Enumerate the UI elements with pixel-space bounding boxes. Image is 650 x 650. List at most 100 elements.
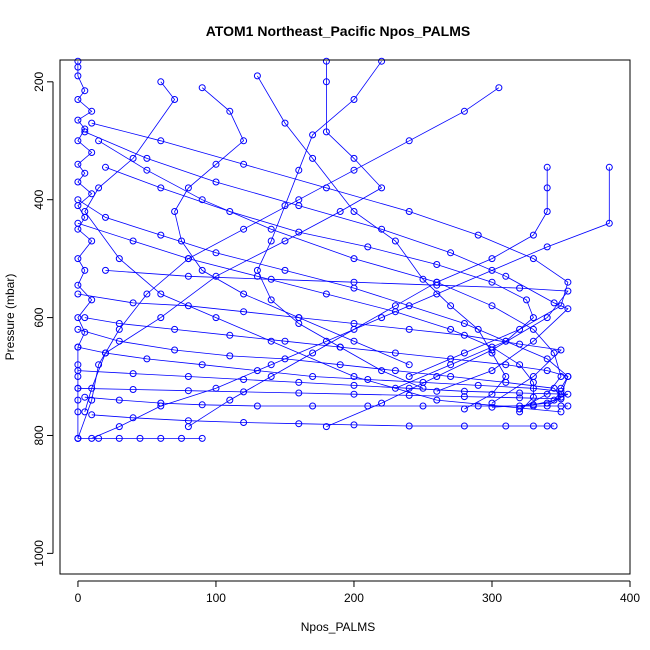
series-line [256, 60, 424, 389]
data-point [95, 361, 103, 369]
data-point [226, 107, 234, 115]
y-axis: 200 400 600 800 1000 [32, 71, 54, 567]
data-point [378, 57, 386, 65]
data-point [543, 314, 551, 322]
data-point [157, 231, 165, 239]
data-point [460, 331, 468, 339]
data-point [488, 367, 496, 375]
chart-title: ATOM1 Northeast_Pacific Npos_PALMS [206, 23, 471, 39]
data-point [88, 296, 96, 304]
data-point [405, 373, 413, 380]
data-point [102, 213, 109, 221]
data-point [240, 376, 248, 383]
data-point [419, 275, 427, 283]
data-point [198, 84, 206, 92]
data-point [74, 314, 82, 322]
data-point [102, 163, 109, 171]
data-point [419, 384, 427, 392]
x-axis-label: Npos_PALMS [301, 620, 375, 634]
data-point [447, 302, 455, 310]
data-point [74, 396, 82, 404]
data-point [74, 219, 82, 227]
data-point [460, 387, 468, 395]
data-point [226, 396, 234, 404]
data-point [516, 408, 524, 416]
data-point [309, 373, 317, 380]
data-point [433, 290, 441, 298]
data-point [253, 266, 261, 274]
series-line [105, 166, 534, 389]
series-line [174, 87, 410, 366]
data-point [557, 387, 565, 395]
data-point [350, 154, 358, 162]
data-point [281, 202, 289, 210]
data-point [322, 128, 330, 136]
series-line [77, 61, 93, 439]
data-point [226, 352, 234, 360]
data-point [198, 361, 206, 369]
data-point [350, 96, 358, 103]
data-point [74, 290, 82, 298]
x-tick-label: 200 [344, 591, 364, 605]
data-point [447, 373, 455, 380]
data-point [495, 84, 503, 92]
data-point [136, 434, 144, 442]
data-point [184, 302, 192, 310]
data-point [129, 370, 137, 378]
data-point [474, 381, 482, 389]
series-line [77, 387, 562, 408]
data-point [129, 414, 137, 422]
series-16 [74, 434, 206, 442]
data-point [102, 266, 109, 274]
data-point [267, 225, 275, 233]
data-point [322, 57, 330, 65]
data-point [295, 320, 303, 327]
data-point [281, 237, 289, 245]
data-point [391, 349, 399, 357]
data-point [364, 376, 372, 383]
data-point [605, 219, 613, 227]
data-point [281, 266, 289, 274]
series-line [84, 131, 569, 392]
data-point [488, 343, 496, 351]
data-point [391, 384, 399, 392]
data-point [529, 337, 537, 345]
data-point [605, 163, 613, 171]
data-point [115, 396, 123, 404]
data-point [267, 237, 275, 245]
data-point [474, 231, 482, 239]
data-point [564, 305, 572, 313]
data-point [184, 255, 192, 263]
data-point [212, 249, 220, 257]
series-15 [88, 411, 558, 430]
data-point [157, 399, 165, 407]
data-point [309, 154, 317, 162]
data-point [564, 287, 572, 295]
data-point [564, 402, 572, 410]
data-point [557, 346, 565, 354]
data-point [115, 434, 123, 442]
data-point [460, 107, 468, 115]
y-tick-label: 800 [32, 425, 46, 445]
data-point [267, 337, 275, 345]
data-point [74, 384, 82, 392]
data-point [557, 373, 565, 380]
data-point [543, 355, 551, 363]
data-point [81, 208, 89, 215]
series-14 [81, 393, 572, 410]
data-point [543, 243, 551, 251]
y-tick-label: 1000 [32, 540, 46, 567]
data-point [198, 196, 206, 204]
data-point [143, 166, 151, 174]
data-point [516, 325, 524, 333]
series-12 [74, 367, 572, 410]
data-point [529, 231, 537, 239]
data-point [74, 96, 82, 103]
x-tick-label: 100 [206, 591, 226, 605]
data-point [557, 395, 565, 403]
data-point [516, 361, 524, 369]
data-point [184, 272, 192, 280]
data-point [350, 284, 358, 292]
data-point [488, 255, 496, 263]
